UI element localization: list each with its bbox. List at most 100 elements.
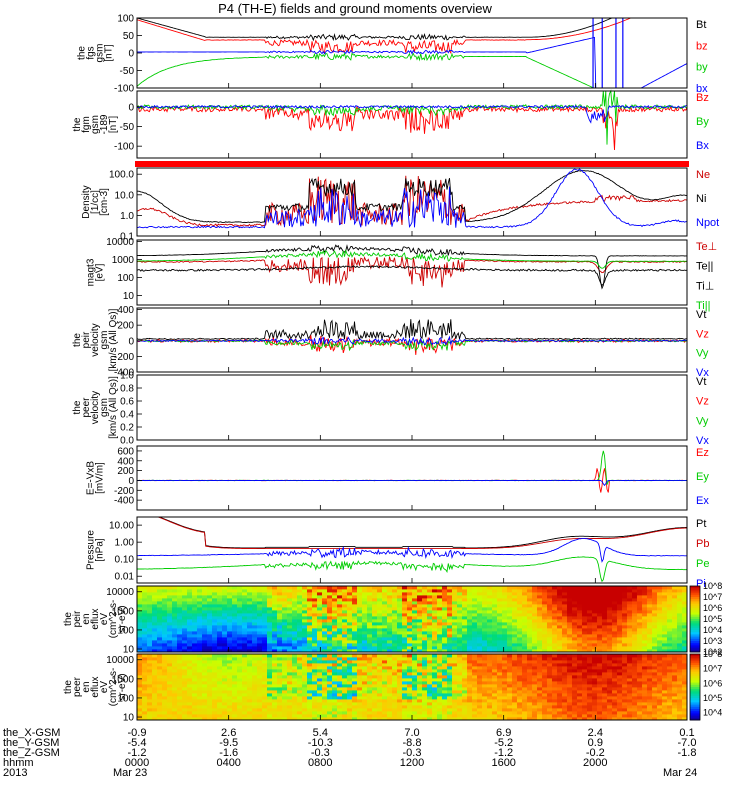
peer_eflux-cell [612,666,618,670]
peer_eflux-cell [377,678,383,682]
peer_eflux-cell [237,660,243,664]
peir_eflux-cell [452,598,458,602]
peir_eflux-cell [607,604,613,608]
peir_eflux-cell [397,622,403,626]
peer_eflux-cell [337,690,343,694]
peir_eflux-cell [162,625,168,629]
peir_eflux-cell [462,598,468,602]
peer_eflux-cell [212,687,218,691]
peir_eflux-cell [372,610,378,614]
peir_eflux-cell [612,595,618,599]
peer_eflux-cell [477,669,483,673]
peir_eflux-cell [217,637,223,641]
peir_eflux-cell [397,628,403,632]
peir_eflux-cell [172,592,178,596]
peir_eflux-cell [257,598,263,602]
peir_eflux-cell [572,649,578,653]
peer_eflux-cell [287,672,293,676]
peir_eflux-cell [462,628,468,632]
peir_eflux-cell [507,640,513,644]
peir_eflux-cell [532,634,538,638]
peer_eflux-cell [207,669,213,673]
peer_eflux-cell [152,690,158,694]
peer_eflux-cell [367,702,373,706]
peer_eflux-cell [307,699,313,703]
peer_eflux-cell [582,705,588,709]
peir_eflux-cell [237,625,243,629]
peir_eflux-cell [267,610,273,614]
peir_eflux-cell [612,649,618,653]
peir_eflux-cell [562,625,568,629]
peer_eflux-cell [352,687,358,691]
peir_eflux-cell [307,586,313,590]
peer_eflux-cell [232,660,238,664]
peir_eflux-cell [392,610,398,614]
peir_eflux-cell [157,643,163,647]
peer_eflux-cell [417,669,423,673]
peer_eflux-cell [582,654,588,658]
peir_eflux-cell [332,625,338,629]
peir_eflux-cell [232,625,238,629]
peer_eflux-cell [167,717,173,721]
peir_eflux-cell [592,598,598,602]
peer_eflux-cell [302,669,308,673]
peer_eflux-cell [237,678,243,682]
efield-ytick-label: 0 [128,476,134,487]
peir_eflux-cell [677,625,683,629]
peer_eflux-cell [187,666,193,670]
peer_eflux-cell [437,681,443,685]
peir_eflux-cell [202,607,208,611]
peer_eflux-cell [602,693,608,697]
peir_eflux-cell [252,625,258,629]
peir_eflux-cell [282,640,288,644]
peer_eflux-cell [447,708,453,712]
peer_eflux-cell [242,717,248,721]
peir_eflux-cell [677,592,683,596]
peir_eflux-cell [392,637,398,641]
peir_eflux-cell [187,649,193,653]
peir_eflux-cell [522,598,528,602]
peir_eflux-cell [382,595,388,599]
peer_eflux-cell [637,699,643,703]
density-ylabel-line: [1/cc] [90,190,101,214]
peir_eflux-cell [157,616,163,620]
peir_eflux-cell [142,640,148,644]
peer_eflux-cell [557,660,563,664]
peer_eflux-cell [167,690,173,694]
peir_eflux-cell [662,607,668,611]
peir_eflux-cell [417,604,423,608]
peer_eflux-cell [307,654,313,658]
peer_eflux-cell [387,681,393,685]
peer_eflux-cell [492,663,498,667]
peir_eflux-cell [327,592,333,596]
peer_eflux-cell [507,702,513,706]
peir_eflux-cell [592,628,598,632]
peir_eflux-cell [162,616,168,620]
peir_eflux-cell [587,634,593,638]
peir_eflux-cell [372,601,378,605]
peir_eflux-cell [257,646,263,650]
peir_eflux-cell [397,595,403,599]
peir_eflux-cell [572,589,578,593]
peer_eflux-cell [487,711,493,715]
peer_eflux-cell [257,657,263,661]
peir_eflux-cell [282,622,288,626]
peir_eflux-cell [307,640,313,644]
peer_eflux-cell [137,654,143,658]
peer_eflux-cell [177,708,183,712]
peir_eflux-cell [457,634,463,638]
peer_eflux-cell [457,696,463,700]
peer_eflux-cell [272,690,278,694]
peir_eflux-cell [587,637,593,641]
peir_eflux-cell [362,601,368,605]
peir_eflux-cell [677,634,683,638]
peir_eflux-cell [137,601,143,605]
peer_eflux-cell [157,714,163,718]
peer_eflux-cell [342,675,348,679]
peir_eflux-cell [517,604,523,608]
peer_eflux-cell [402,711,408,715]
peer_eflux-cell [457,654,463,658]
peer_eflux-cell [587,711,593,715]
peir_eflux-cell [302,613,308,617]
peir_eflux-cell [327,649,333,653]
